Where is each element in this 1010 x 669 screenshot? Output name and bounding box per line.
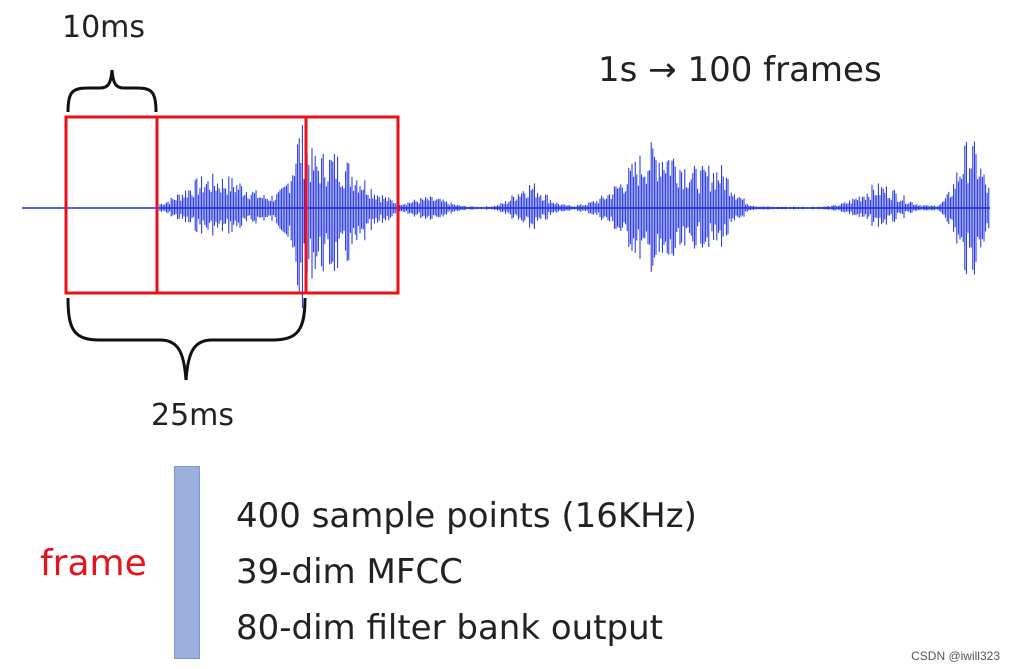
frame-box-2 <box>155 115 400 295</box>
frame-property-filterbank: 80-dim filter bank output <box>236 608 663 648</box>
frame-vector-bar <box>174 466 200 659</box>
window-size-label: 25ms <box>151 398 235 433</box>
hop-size-label: 10ms <box>62 10 146 45</box>
watermark: CSDN @iwill323 <box>911 649 1000 663</box>
hop-brace <box>66 69 158 113</box>
frame-properties-list: 400 sample points (16KHz) 39-dim MFCC 80… <box>236 488 697 656</box>
window-brace <box>66 297 307 381</box>
waveform <box>159 125 990 309</box>
frame-property-samples: 400 sample points (16KHz) <box>236 496 697 536</box>
frame-label: frame <box>40 543 147 584</box>
frame-rate-label: 1s → 100 frames <box>598 50 882 90</box>
frame-property-mfcc: 39-dim MFCC <box>236 552 463 592</box>
